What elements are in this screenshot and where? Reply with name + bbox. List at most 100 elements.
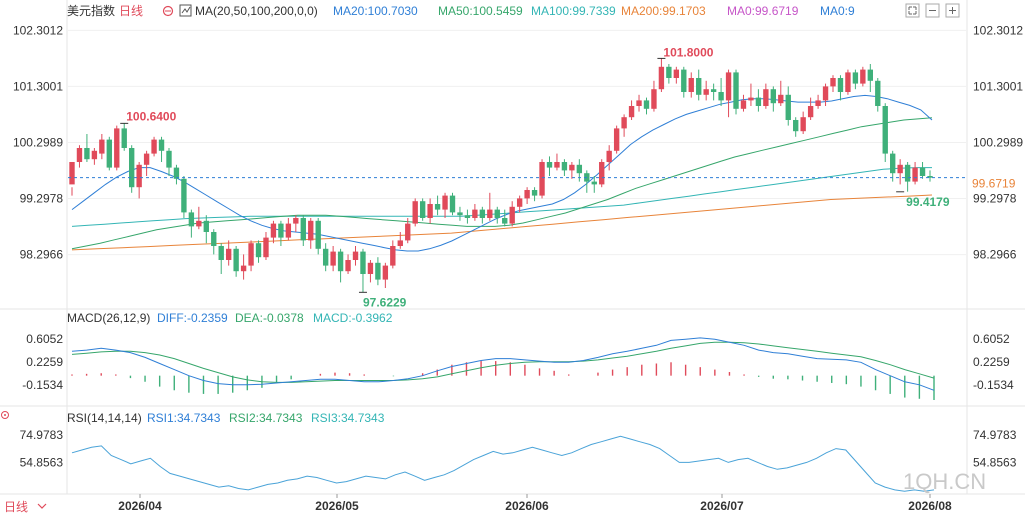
- macd-diff: DIFF:-0.2359: [157, 311, 228, 325]
- candle-body: [405, 223, 411, 241]
- macd-dea: DEA:-0.0378: [235, 311, 304, 325]
- candle-body: [240, 265, 247, 272]
- y-tick-right: 101.3001: [973, 79, 1023, 93]
- candle-body: [539, 162, 545, 196]
- candle-body: [69, 162, 75, 185]
- candle-body: [479, 209, 486, 218]
- candle-body: [121, 128, 127, 148]
- candle-body: [412, 201, 418, 224]
- candle-body: [718, 92, 724, 101]
- macd-histogram: [71, 361, 935, 400]
- indicator-toggle-icon[interactable]: [179, 4, 192, 17]
- watermark: 1QH.CN: [903, 469, 986, 494]
- candle-body: [315, 220, 321, 249]
- candle-body: [785, 94, 791, 120]
- panel-frames: [0, 0, 1025, 495]
- annotation-low: 97.6229: [363, 295, 407, 309]
- candle-body: [181, 178, 187, 213]
- y-tick-right: 98.2966: [973, 248, 1017, 262]
- x-tick-label: 2026/04: [118, 499, 162, 513]
- fullscreen-icon[interactable]: [905, 3, 920, 18]
- ma-value-2: MA100:99.7339: [531, 4, 616, 18]
- candle-body: [382, 265, 389, 280]
- candle-body: [472, 209, 478, 218]
- candle-body: [658, 66, 665, 90]
- y-tick-right: 100.2989: [973, 135, 1023, 149]
- candle-body: [248, 243, 254, 266]
- x-tick-label: 2026/05: [315, 499, 359, 513]
- rsi-label: RSI(14,14,14): [67, 411, 142, 425]
- candle-body: [218, 246, 224, 260]
- candle-body: [270, 223, 277, 238]
- y-tick-right: 102.3012: [973, 23, 1023, 37]
- rsi-settings-icon[interactable]: [1, 411, 9, 419]
- candle-body: [203, 220, 209, 232]
- candle-body: [882, 106, 888, 154]
- candle-body: [599, 162, 605, 185]
- period-button[interactable]: 日线: [0, 497, 48, 515]
- candle-body: [158, 139, 165, 151]
- x-tick-label: 2026/08: [908, 499, 952, 513]
- y-tick-left: 100.2989: [13, 135, 63, 149]
- candle-body: [397, 240, 403, 246]
- macd-y-tick-left: 0.6052: [26, 332, 63, 346]
- candle-body: [919, 167, 926, 176]
- candle-body: [188, 212, 195, 227]
- candle-body: [337, 251, 344, 272]
- candle-body: [927, 176, 933, 178]
- y-tick-left: 101.3001: [13, 79, 63, 93]
- candle-body: [255, 243, 262, 258]
- rsi-line: [71, 435, 935, 492]
- annotation-high: 101.8000: [663, 45, 713, 59]
- rsi2-value: RSI2:34.7343: [229, 411, 303, 425]
- y-tick-left: 102.3012: [13, 23, 63, 37]
- macd-y-tick-right: 0.6052: [973, 332, 1010, 346]
- ma-value-4: MA0:99.6719: [727, 4, 799, 18]
- y-tick-left: 99.2978: [20, 192, 64, 206]
- candle-body: [613, 128, 620, 151]
- candle-body: [763, 89, 769, 106]
- candle-body: [233, 248, 239, 272]
- rsi-y-tick-left: 54.8563: [20, 456, 64, 470]
- candle-body: [554, 162, 560, 168]
- candle-body: [211, 232, 217, 246]
- y-tick-left: 98.2966: [20, 248, 64, 262]
- candle-body: [860, 69, 866, 84]
- period-label[interactable]: 日线: [119, 4, 143, 18]
- candle-body: [114, 128, 120, 168]
- candle-body: [740, 100, 747, 109]
- candle-body: [76, 148, 83, 162]
- candle-body: [509, 206, 515, 224]
- candle-body: [636, 100, 642, 106]
- candle-body: [106, 139, 112, 168]
- candle-body: [487, 209, 493, 218]
- rsi1-value: RSI1:34.7343: [147, 411, 221, 425]
- candle-body: [166, 150, 172, 168]
- candle-body: [696, 78, 702, 95]
- candle-body: [308, 220, 314, 241]
- rsi-y-axis: 74.9783 74.9783 54.8563 54.8563: [20, 428, 1017, 470]
- main-y-axis: 102.3012 102.3012 101.3001 101.3001 100.2989…: [13, 23, 1023, 261]
- candle-body: [293, 218, 299, 224]
- ma-values: MA20:100.7030 MA50:100.5459 MA100:99.7339 M…: [333, 4, 855, 18]
- candle-body: [99, 139, 105, 154]
- candle-body: [576, 164, 583, 174]
- candle-body: [516, 198, 523, 207]
- candle-body: [643, 100, 650, 109]
- macd-lines: [71, 337, 935, 391]
- candle-body: [621, 117, 627, 129]
- candle-body: [666, 66, 672, 78]
- zoom-out-icon[interactable]: [925, 3, 940, 18]
- dea-line: [71, 341, 935, 383]
- settings-icon[interactable]: [162, 5, 174, 17]
- candle-body: [464, 215, 471, 218]
- candle-body: [143, 153, 150, 165]
- candle-body: [136, 164, 142, 188]
- candle-body: [173, 167, 180, 179]
- zoom-in-icon[interactable]: [945, 3, 960, 18]
- candle-body: [755, 97, 762, 106]
- candle-body: [800, 117, 806, 132]
- candle-body: [793, 120, 799, 132]
- candle-body: [912, 167, 918, 182]
